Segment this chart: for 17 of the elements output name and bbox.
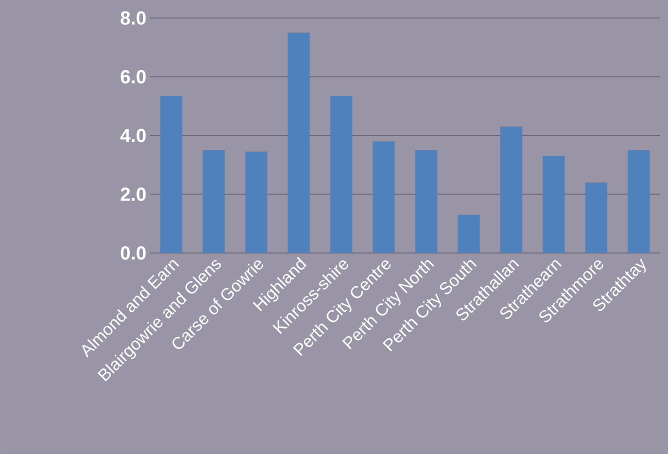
bar [245,152,268,253]
bar [288,32,310,253]
bar [160,96,182,253]
y-tick-label: 8.0 [120,11,146,25]
y-tick-label: 0.0 [120,246,146,260]
y-tick-label: 2.0 [120,188,146,201]
y-tick-label: 6.0 [120,70,146,84]
bar [628,150,650,253]
bar [458,214,480,253]
y-tick-label: 4.0 [120,128,146,142]
bar [202,150,225,253]
bar [330,96,352,253]
bar [585,182,608,253]
bar [542,156,565,253]
bar [415,150,438,253]
bar [500,126,522,253]
bar [372,141,395,253]
